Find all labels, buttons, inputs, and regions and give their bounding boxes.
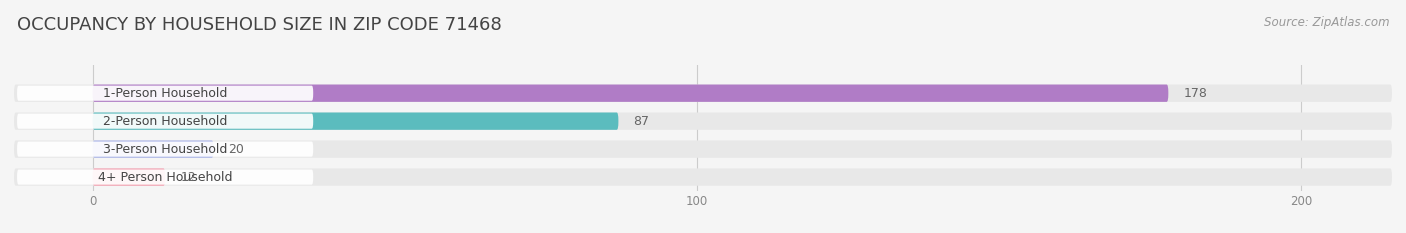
- FancyBboxPatch shape: [93, 113, 619, 130]
- Text: Source: ZipAtlas.com: Source: ZipAtlas.com: [1264, 16, 1389, 29]
- Text: 1-Person Household: 1-Person Household: [103, 87, 228, 100]
- Text: 4+ Person Household: 4+ Person Household: [98, 171, 232, 184]
- FancyBboxPatch shape: [93, 85, 1168, 102]
- FancyBboxPatch shape: [17, 142, 314, 157]
- FancyBboxPatch shape: [93, 140, 214, 158]
- FancyBboxPatch shape: [14, 113, 1392, 130]
- FancyBboxPatch shape: [14, 85, 1392, 102]
- Text: 12: 12: [180, 171, 195, 184]
- Text: 3-Person Household: 3-Person Household: [103, 143, 228, 156]
- FancyBboxPatch shape: [17, 114, 314, 129]
- Text: OCCUPANCY BY HOUSEHOLD SIZE IN ZIP CODE 71468: OCCUPANCY BY HOUSEHOLD SIZE IN ZIP CODE …: [17, 16, 502, 34]
- Text: 87: 87: [634, 115, 650, 128]
- FancyBboxPatch shape: [14, 168, 1392, 186]
- FancyBboxPatch shape: [93, 168, 165, 186]
- FancyBboxPatch shape: [17, 170, 314, 185]
- Text: 2-Person Household: 2-Person Household: [103, 115, 228, 128]
- Text: 178: 178: [1184, 87, 1208, 100]
- Text: 20: 20: [229, 143, 245, 156]
- FancyBboxPatch shape: [17, 86, 314, 101]
- FancyBboxPatch shape: [14, 140, 1392, 158]
